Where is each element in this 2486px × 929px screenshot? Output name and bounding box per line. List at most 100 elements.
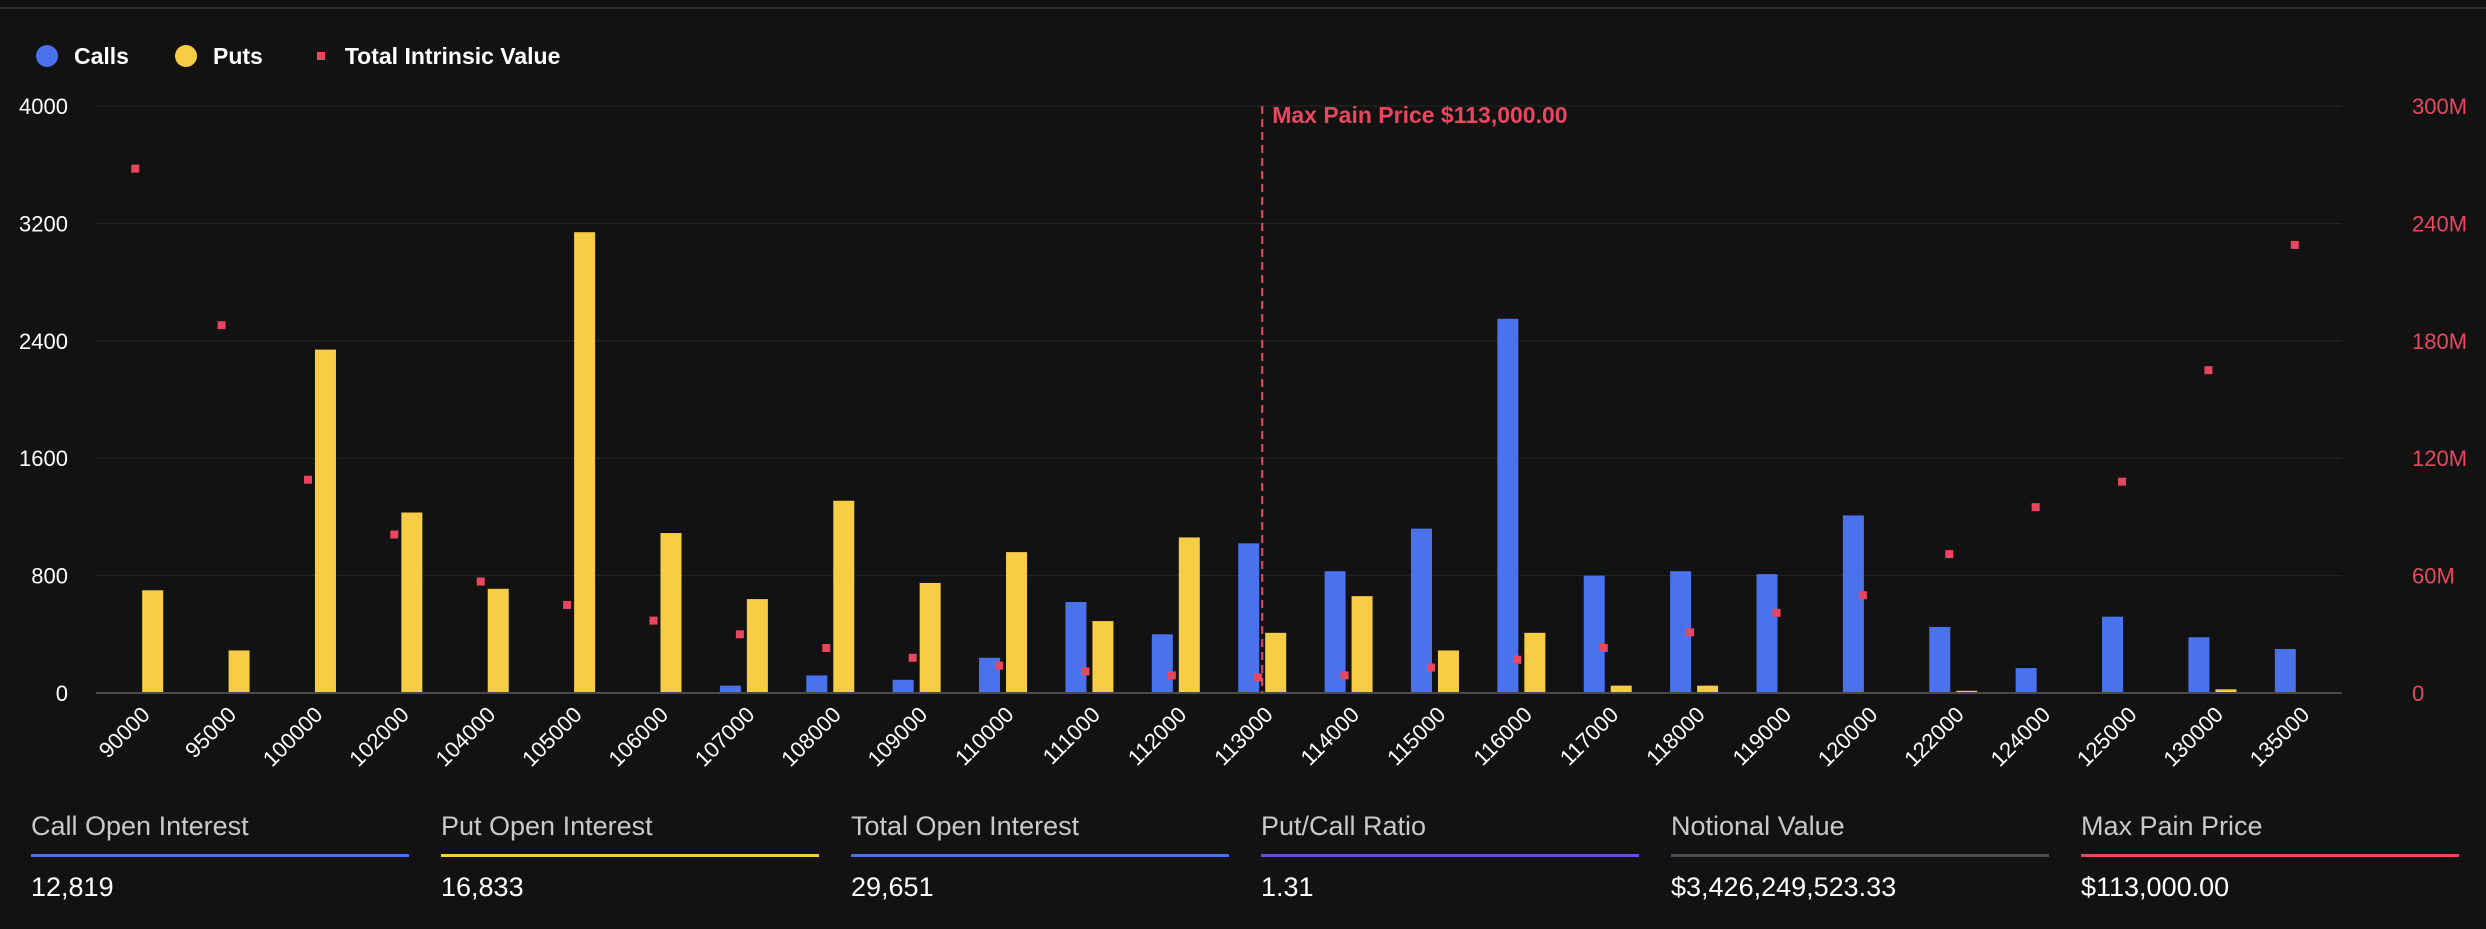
y-tick-label: 800 [31, 564, 68, 589]
y2-tick-label: 180M [2412, 329, 2467, 354]
stat-value: 1.31 [1261, 872, 1314, 902]
top-divider [0, 7, 2486, 9]
intrinsic-point [1772, 608, 1781, 617]
put-bar [1006, 552, 1028, 693]
y-tick-label: 0 [56, 681, 68, 706]
stat-value: $3,426,249,523.33 [1671, 872, 1897, 902]
stat-value: 16,833 [441, 872, 524, 902]
x-tick-label: 100000 [258, 702, 328, 772]
y2-tick-label: 0 [2412, 681, 2424, 706]
call-bar [2188, 637, 2210, 693]
y-tick-label: 2400 [19, 329, 68, 354]
x-tick-label: 120000 [1813, 702, 1883, 772]
x-tick-label: 106000 [603, 702, 673, 772]
x-tick-label: 119000 [1728, 702, 1796, 770]
x-tick-label: 110000 [950, 702, 1018, 770]
intrinsic-point [1513, 655, 1522, 664]
call-bar [1065, 602, 1087, 693]
x-tick-label: 108000 [776, 702, 846, 772]
intrinsic-point [2204, 366, 2213, 375]
stat-label: Put/Call Ratio [1261, 811, 1427, 841]
legend-item-puts[interactable]: Puts [174, 42, 263, 70]
y2-tick-label: 120M [2412, 446, 2467, 471]
x-tick-label: 107000 [690, 702, 760, 772]
call-bar [979, 657, 1001, 693]
intrinsic-point [2118, 477, 2127, 486]
y-tick-label: 4000 [19, 94, 68, 119]
call-bar [2015, 668, 2037, 693]
call-bar [1497, 318, 1519, 693]
legend-item-calls[interactable]: Calls [36, 43, 129, 70]
stat-underline [31, 854, 409, 857]
put-bar [1610, 685, 1632, 693]
put-bar [487, 588, 509, 693]
stat-label: Notional Value [1671, 811, 1845, 841]
stat-value: 12,819 [31, 872, 114, 902]
intrinsic-point [822, 643, 831, 652]
intrinsic-legend-square-icon [316, 52, 325, 60]
x-tick-label: 111000 [1038, 702, 1105, 769]
put-bar [314, 349, 336, 693]
x-tick-label: 117000 [1555, 702, 1623, 770]
intrinsic-point [735, 630, 744, 639]
intrinsic-point [1599, 643, 1608, 652]
call-bar [1238, 543, 1260, 693]
x-tick-label: 95000 [180, 702, 241, 763]
stat-label: Max Pain Price [2081, 811, 2263, 841]
stat-value: $113,000.00 [2081, 872, 2230, 902]
x-tick-label: 130000 [2158, 702, 2228, 772]
intrinsic-point [303, 475, 312, 484]
put-bar [142, 590, 164, 693]
put-bar [1524, 632, 1546, 693]
y2-tick-label: 240M [2412, 211, 2467, 236]
bars [142, 232, 2296, 693]
put-bar [574, 232, 596, 693]
call-bar [1929, 626, 1951, 693]
x-tick-label: 124000 [1986, 702, 2056, 772]
intrinsic-point [1254, 673, 1263, 682]
stat-underline [441, 854, 819, 857]
intrinsic-point [1167, 671, 1176, 680]
x-tick-label: 109000 [863, 702, 933, 772]
x-tick-label: 116000 [1468, 702, 1536, 770]
max-pain-chart: 4000 300M 3200 240M 2400 180M 1600 120M 800 60M 0 0… [19, 94, 2467, 772]
legend-label-intrinsic: Total Intrinsic Value [344, 42, 561, 69]
x-tick-label: 113000 [1209, 702, 1277, 770]
put-bar [1265, 632, 1287, 693]
x-tick-label: 118000 [1641, 702, 1709, 770]
y-tick-label: 3200 [19, 211, 68, 236]
x-tick-label: 135000 [2245, 702, 2315, 772]
intrinsic-point [1858, 591, 1867, 600]
call-bar [1842, 515, 1864, 693]
put-bar [1697, 685, 1719, 693]
stat-label: Total Open Interest [851, 811, 1080, 841]
stat-underline [1671, 854, 2049, 857]
stat-call-open-interest: Call Open Interest 12,819 [31, 810, 409, 903]
intrinsic-point [1081, 667, 1090, 676]
put-bar [401, 512, 423, 693]
x-tick-label: 115000 [1382, 702, 1450, 770]
stat-total-open-interest: Total Open Interest 29,651 [851, 810, 1229, 903]
put-bar [228, 650, 250, 693]
put-bar [919, 582, 941, 693]
put-bar [746, 599, 768, 693]
legend-label-puts: Puts [212, 42, 263, 69]
call-bar [1670, 571, 1692, 693]
calls-legend-dot-icon [36, 45, 58, 67]
intrinsic-point [563, 600, 572, 609]
put-bar [1351, 596, 1373, 693]
x-tick-label: 122000 [1899, 702, 1969, 772]
legend-item-intrinsic[interactable]: Total Intrinsic Value [309, 42, 561, 70]
stat-put-call-ratio: Put/Call Ratio 1.31 [1261, 810, 1639, 903]
stat-label: Call Open Interest [31, 811, 249, 841]
call-bar [1410, 528, 1432, 693]
intrinsic-point [1945, 550, 1954, 559]
x-tick-label: 125000 [2072, 702, 2142, 772]
stat-max-pain-price: Max Pain Price $113,000.00 [2081, 810, 2459, 903]
intrinsic-point [1686, 628, 1695, 637]
y2-tick-label: 300M [2412, 94, 2467, 119]
grid-lines [96, 105, 2342, 577]
put-bar [2215, 689, 2237, 693]
intrinsic-points [131, 164, 2299, 682]
legend-label-calls: Calls [74, 42, 129, 69]
